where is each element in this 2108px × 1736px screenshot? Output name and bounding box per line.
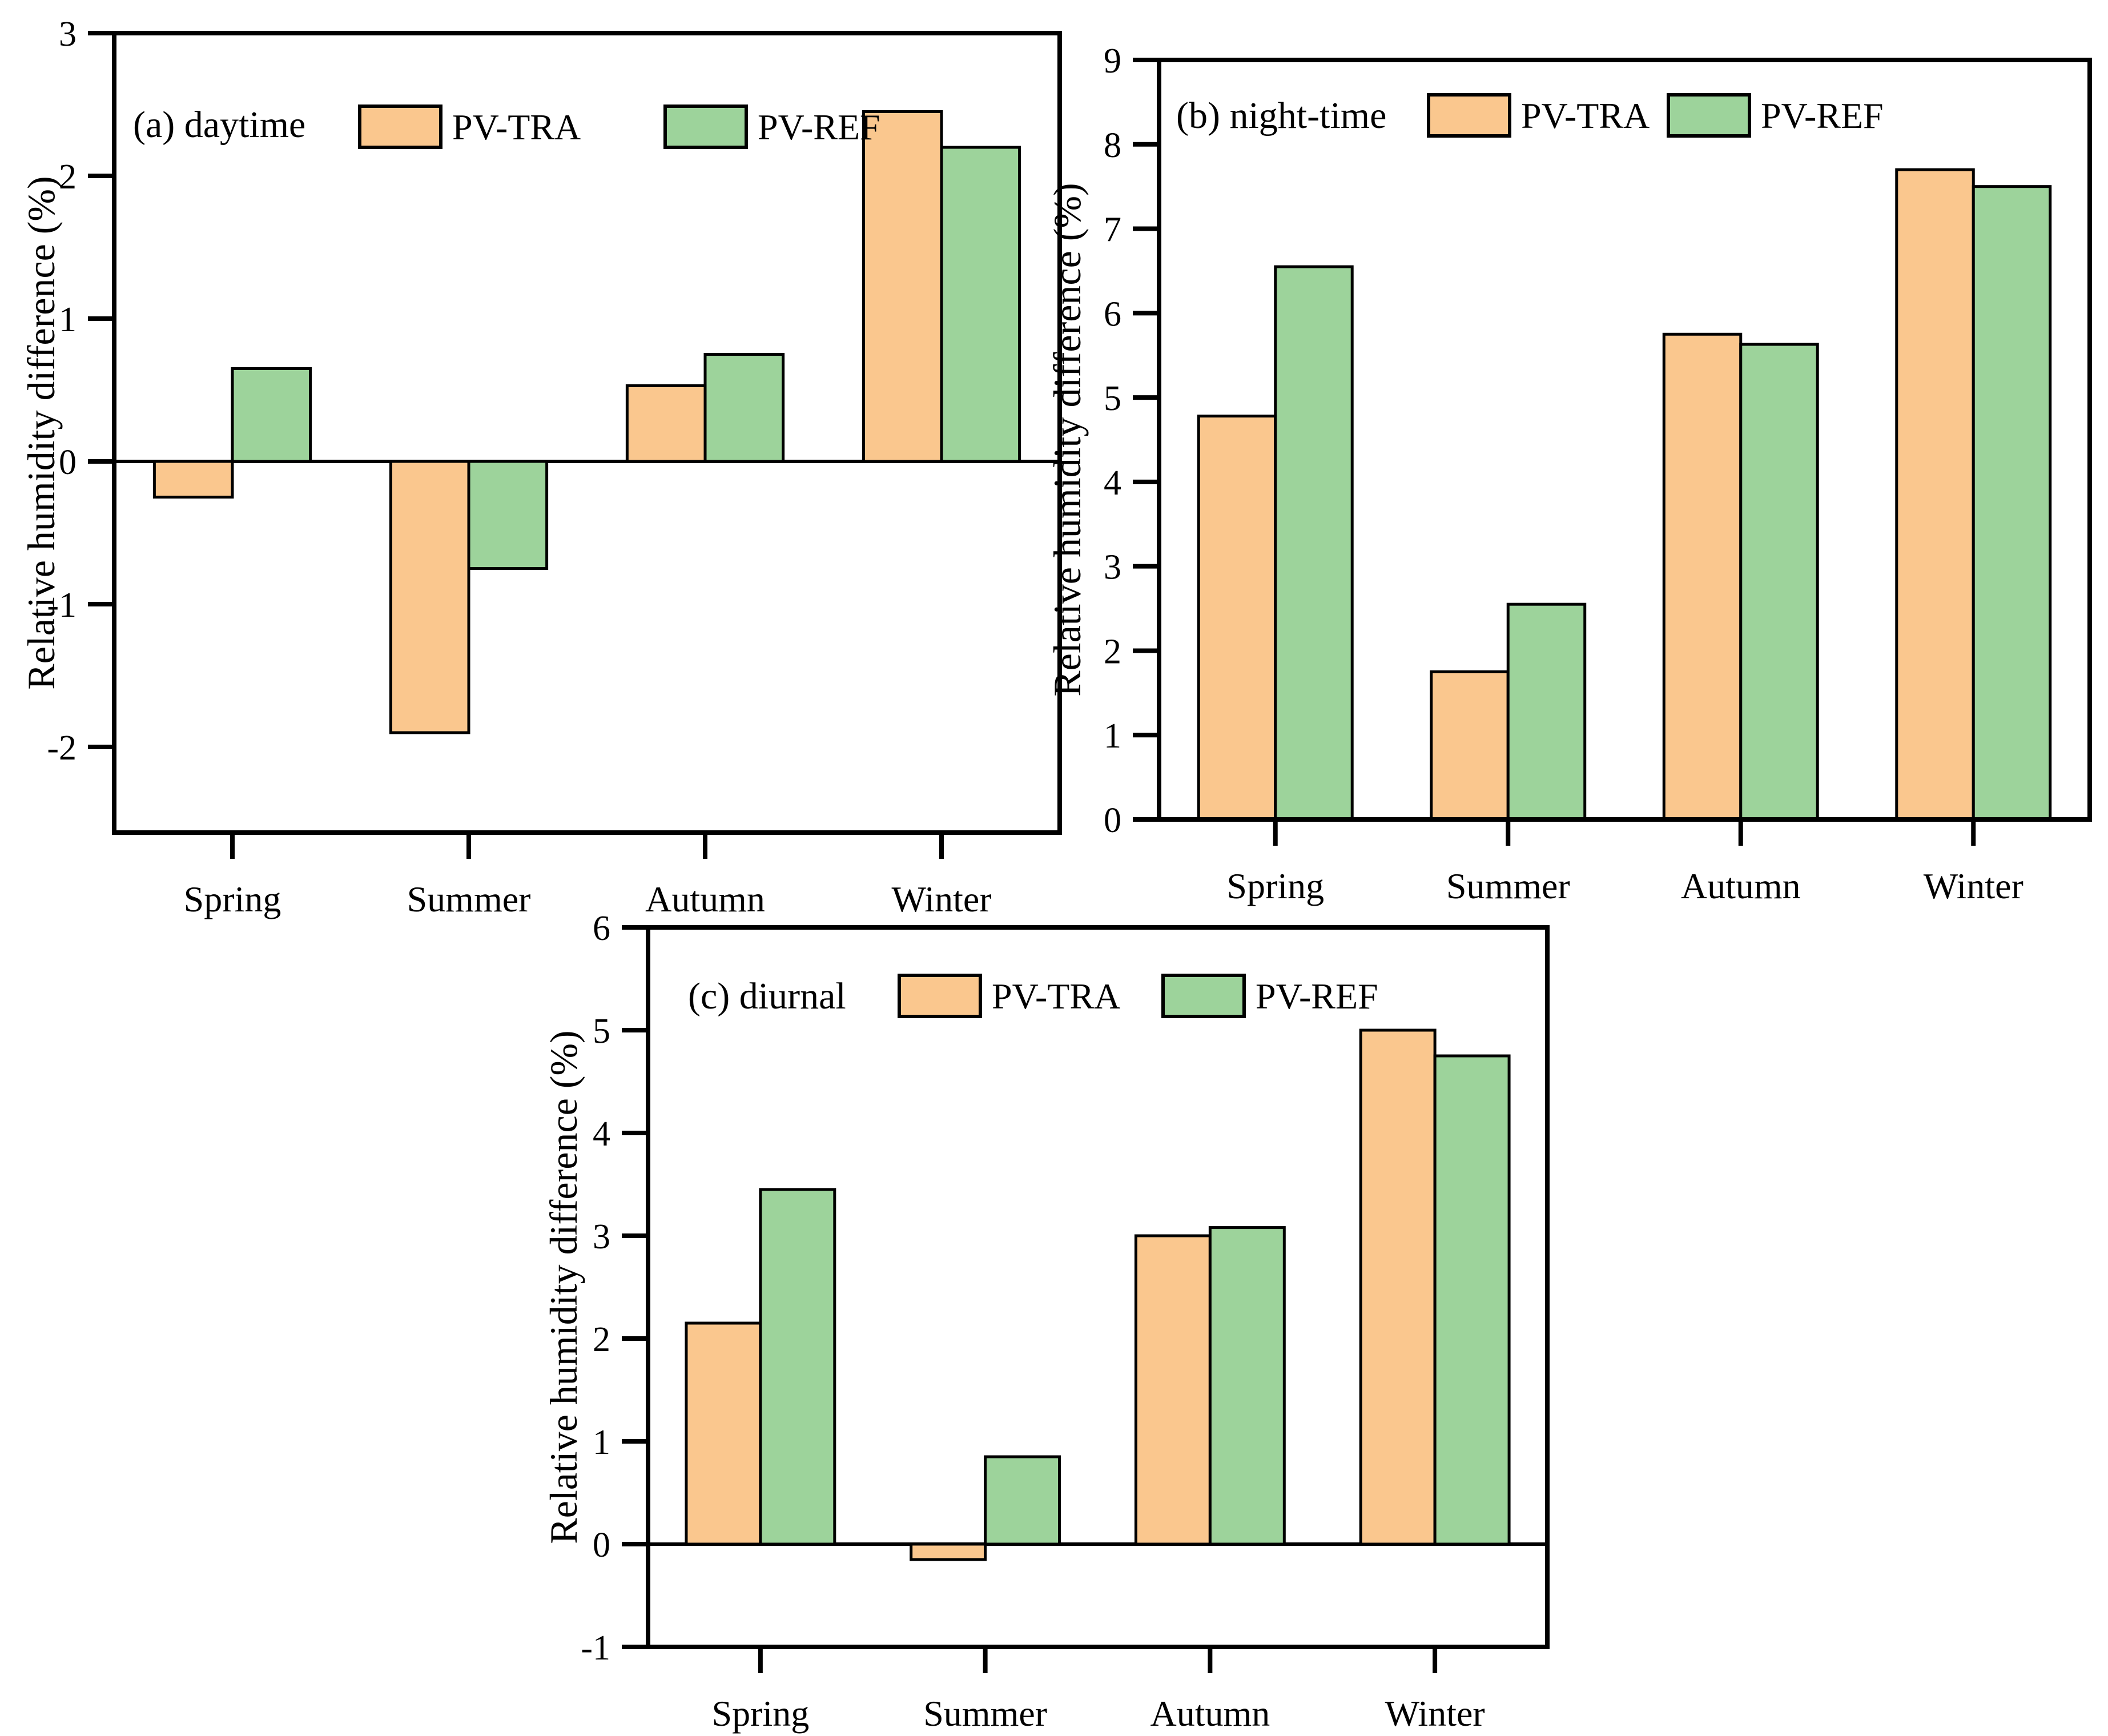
y-tick-label: -2 bbox=[47, 729, 77, 767]
chart-a-svg: 3 2 1 0 -1 -2 Spring Summer Autumn Winter Relative… bbox=[19, 15, 1062, 919]
chart-a-daytime: 3 2 1 0 -1 -2 Spring Summer Autumn Winter Relative… bbox=[0, 0, 1085, 925]
legend-swatch-pv-tra bbox=[1427, 93, 1511, 138]
bar-summer-pv-tra bbox=[910, 1542, 987, 1561]
bar-spring-pv-ref bbox=[231, 367, 312, 463]
panel-title: (c) diurnal bbox=[688, 975, 846, 1017]
x-category-label-autumn: Autumn bbox=[1150, 1693, 1270, 1734]
bar-autumn-pv-ref bbox=[703, 353, 785, 463]
legend-swatch-pv-ref bbox=[1161, 974, 1246, 1018]
plot-frame bbox=[112, 31, 1062, 835]
legend-label-pv-ref: PV-REF bbox=[1256, 976, 1378, 1016]
chart-b-svg: 9 8 7 6 5 4 3 2 1 0 Spring Summer Autumn Winter Relati… bbox=[1045, 42, 2092, 906]
y-tick-label: 3 bbox=[59, 15, 77, 54]
y-axis-label: Relative humidity difference (%) bbox=[1045, 183, 1089, 696]
bar-spring-pv-ref bbox=[1274, 265, 1354, 821]
bar-autumn-pv-ref bbox=[1739, 343, 1819, 821]
bar-winter-pv-tra bbox=[862, 110, 943, 463]
x-category-label-spring: Spring bbox=[184, 879, 281, 919]
bar-autumn-pv-tra bbox=[1662, 332, 1743, 821]
y-tick-label: -1 bbox=[581, 1629, 610, 1667]
y-tick-label: 1 bbox=[1104, 717, 1121, 756]
y-tick-label: 4 bbox=[1104, 464, 1121, 503]
bar-summer-pv-tra bbox=[1430, 670, 1510, 821]
y-tick-label: 2 bbox=[1104, 632, 1121, 671]
y-tick-label: 1 bbox=[593, 1423, 610, 1462]
bar-summer-pv-ref bbox=[467, 460, 549, 570]
y-tick-label: 3 bbox=[1104, 548, 1121, 587]
x-category-label-winter: Winter bbox=[1924, 866, 2023, 906]
bar-winter-pv-tra bbox=[1359, 1028, 1437, 1546]
bar-spring-pv-tra bbox=[685, 1321, 762, 1546]
legend-label-pv-tra: PV-TRA bbox=[1521, 95, 1650, 136]
y-tick-label: 5 bbox=[1104, 379, 1121, 418]
y-tick-label: 7 bbox=[1104, 211, 1121, 250]
bar-winter-pv-ref bbox=[940, 146, 1021, 463]
x-category-label-spring: Spring bbox=[712, 1693, 810, 1734]
legend-label-pv-ref: PV-REF bbox=[758, 107, 880, 147]
y-tick-label: 2 bbox=[59, 158, 77, 196]
y-tick-label: 3 bbox=[593, 1217, 610, 1256]
bar-spring-pv-tra bbox=[1197, 415, 1277, 821]
x-category-label-spring: Spring bbox=[1226, 866, 1324, 906]
x-category-label-autumn: Autumn bbox=[1681, 866, 1801, 906]
y-axis-label: Relative humidity difference (%) bbox=[542, 1030, 585, 1544]
y-tick-label: 4 bbox=[593, 1115, 610, 1154]
bar-summer-pv-ref bbox=[1506, 602, 1587, 821]
panel-title: (b) night-time bbox=[1176, 95, 1386, 136]
y-tick-label: 6 bbox=[593, 909, 610, 948]
legend-label-pv-tra: PV-TRA bbox=[452, 107, 581, 147]
legend-swatch-pv-ref bbox=[663, 105, 748, 149]
legend-swatch-pv-tra bbox=[898, 974, 982, 1018]
legend-swatch-pv-ref bbox=[1667, 93, 1751, 138]
x-category-label-winter: Winter bbox=[1385, 1693, 1485, 1734]
legend-swatch-pv-tra bbox=[358, 105, 442, 149]
y-tick-label: 8 bbox=[1104, 126, 1121, 165]
bar-autumn-pv-ref bbox=[1208, 1226, 1286, 1546]
y-tick-label: 2 bbox=[593, 1320, 610, 1359]
y-tick-label: 1 bbox=[59, 300, 77, 339]
x-category-label-summer: Summer bbox=[923, 1693, 1047, 1734]
y-tick-label: -1 bbox=[47, 586, 77, 625]
bar-winter-pv-tra bbox=[1895, 168, 1975, 821]
y-tick-label: 9 bbox=[1104, 42, 1121, 81]
y-tick-label: 5 bbox=[593, 1012, 610, 1051]
y-tick-label: 0 bbox=[59, 443, 77, 482]
legend-label-pv-ref: PV-REF bbox=[1761, 95, 1884, 136]
y-tick-label: 0 bbox=[1104, 801, 1121, 840]
x-category-label-winter: Winter bbox=[891, 879, 991, 919]
bar-spring-pv-ref bbox=[759, 1188, 836, 1546]
bar-autumn-pv-tra bbox=[625, 384, 707, 463]
chart-b-night-time: 9 8 7 6 5 4 3 2 1 0 Spring Summer Autumn Winter Relati… bbox=[1023, 0, 2108, 925]
y-tick-label: 0 bbox=[593, 1526, 610, 1565]
bar-autumn-pv-tra bbox=[1134, 1234, 1212, 1546]
bar-spring-pv-tra bbox=[152, 460, 234, 499]
plot-frame bbox=[646, 925, 1550, 1649]
chart-c-diurnal: 6 5 4 3 2 1 0 -1 Spring Summer Autumn Winter Relativ… bbox=[514, 868, 1599, 1736]
y-tick-label: 6 bbox=[1104, 295, 1121, 333]
bar-winter-pv-ref bbox=[1972, 185, 2052, 821]
legend-label-pv-tra: PV-TRA bbox=[992, 976, 1120, 1016]
x-category-label-autumn: Autumn bbox=[645, 879, 765, 919]
y-axis-label: Relative humidity difference (%) bbox=[19, 176, 63, 689]
bar-winter-pv-ref bbox=[1433, 1054, 1511, 1546]
chart-c-svg: 6 5 4 3 2 1 0 -1 Spring Summer Autumn Winter Relativ… bbox=[542, 909, 1550, 1734]
x-category-label-summer: Summer bbox=[407, 879, 531, 919]
bar-summer-pv-ref bbox=[984, 1455, 1061, 1546]
panel-title: (a) daytime bbox=[133, 104, 305, 146]
plot-frame bbox=[1157, 58, 2092, 822]
bar-summer-pv-tra bbox=[389, 460, 470, 734]
x-category-label-summer: Summer bbox=[1446, 866, 1570, 906]
